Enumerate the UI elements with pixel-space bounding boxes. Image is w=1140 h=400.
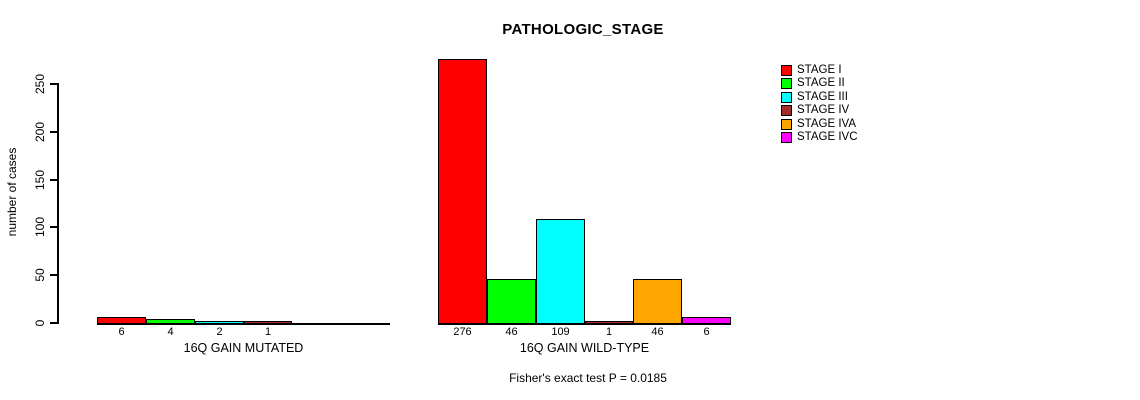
bar-count-label: 46	[651, 326, 664, 338]
legend-color-swatch	[781, 118, 792, 130]
legend-item: STAGE IVC	[781, 131, 858, 143]
stage-bar	[585, 321, 633, 324]
stage-bar	[97, 317, 146, 324]
y-tick-mark	[50, 83, 57, 85]
y-tick-label: 100	[33, 216, 47, 238]
legend-item: STAGE IVA	[781, 118, 856, 130]
legend-color-swatch	[781, 131, 792, 143]
stage-bar	[146, 319, 195, 324]
y-axis-label: number of cases	[5, 147, 19, 237]
bar-count-label: 1	[264, 326, 272, 338]
x-baseline	[97, 323, 390, 325]
y-tick-mark	[50, 226, 57, 228]
y-tick-label: 0	[33, 319, 47, 327]
x-baseline	[438, 323, 731, 325]
bar-count-label: 1	[605, 326, 613, 338]
footnote-fisher-test: Fisher's exact test P = 0.0185	[509, 371, 667, 385]
legend-label: STAGE II	[797, 77, 845, 89]
bar-count-label: 6	[118, 326, 125, 338]
legend-label: STAGE I	[797, 64, 842, 76]
legend-item: STAGE III	[781, 91, 848, 103]
stage-bar	[536, 219, 585, 324]
legend-color-swatch	[781, 77, 792, 89]
legend-item: STAGE IV	[781, 104, 849, 116]
bar-count-label: 46	[505, 326, 518, 338]
y-tick-mark	[50, 131, 57, 133]
group-axis-label: 16Q GAIN WILD-TYPE	[519, 341, 650, 355]
group-axis-label: 16Q GAIN MUTATED	[183, 341, 304, 355]
legend-color-swatch	[781, 104, 792, 116]
y-axis-line	[57, 83, 59, 324]
legend-label: STAGE IVC	[797, 131, 858, 143]
stage-bar	[682, 317, 731, 324]
legend-color-swatch	[781, 64, 792, 76]
stage-bar	[244, 321, 292, 324]
y-tick-label: 150	[33, 169, 47, 191]
y-tick-mark	[50, 274, 57, 276]
legend-color-swatch	[781, 91, 792, 103]
bar-count-label: 4	[167, 326, 174, 338]
bar-count-label: 6	[703, 326, 710, 338]
legend-label: STAGE III	[797, 91, 848, 103]
y-tick-label: 200	[33, 121, 47, 143]
stage-bar	[633, 279, 682, 324]
chart-title: PATHOLOGIC_STAGE	[502, 21, 664, 38]
y-tick-mark	[50, 179, 57, 181]
y-tick-label: 50	[33, 268, 47, 282]
stage-bar	[487, 279, 536, 324]
y-tick-label: 250	[33, 73, 47, 95]
legend-label: STAGE IVA	[797, 118, 857, 130]
stage-bar	[438, 59, 487, 324]
legend-item: STAGE I	[781, 64, 842, 76]
bar-count-label: 109	[551, 326, 570, 338]
stage-bar	[195, 321, 244, 324]
y-tick-mark	[50, 322, 57, 324]
legend-item: STAGE II	[781, 77, 845, 89]
legend-label: STAGE IV	[797, 104, 850, 116]
bar-count-label: 276	[453, 326, 472, 338]
bar-count-label: 2	[216, 326, 223, 338]
